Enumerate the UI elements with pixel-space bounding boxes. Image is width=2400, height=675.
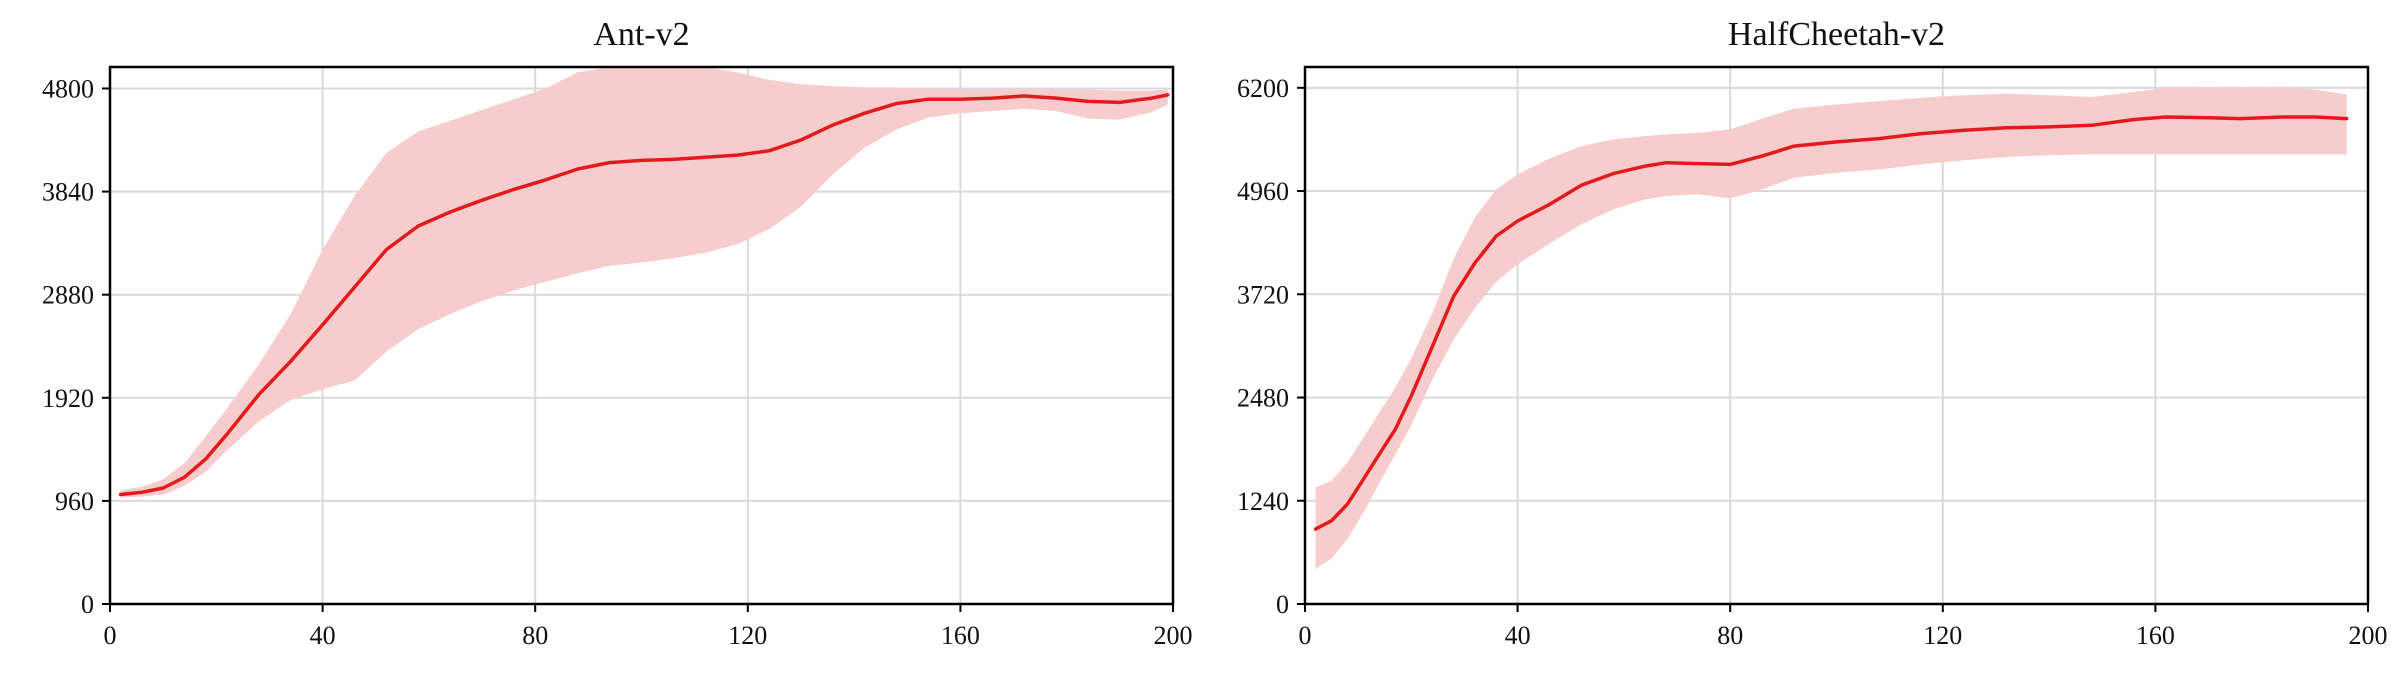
y-tick-label: 2880 xyxy=(42,281,94,310)
x-tick-label: 200 xyxy=(1154,621,1193,650)
x-tick-label: 0 xyxy=(104,621,117,650)
y-tick-label: 1240 xyxy=(1237,487,1289,516)
x-tick-label: 80 xyxy=(522,621,548,650)
y-tick-label: 4800 xyxy=(42,74,94,103)
x-tick-label: 160 xyxy=(941,621,980,650)
confidence-band xyxy=(120,67,1168,498)
x-tick-label: 120 xyxy=(728,621,767,650)
y-tick-label: 1920 xyxy=(42,384,94,413)
mean-line xyxy=(1313,115,2349,531)
x-tick-label: 120 xyxy=(1923,621,1962,650)
plot-area xyxy=(1313,87,2349,569)
mean-line xyxy=(118,93,1170,497)
y-tick-label: 2480 xyxy=(1237,384,1289,413)
x-tick-label: 40 xyxy=(1505,621,1531,650)
y-tick-label: 3840 xyxy=(42,178,94,207)
x-tick-label: 0 xyxy=(1299,621,1312,650)
y-tick-label: 960 xyxy=(55,487,94,516)
y-tick-label: 4960 xyxy=(1237,177,1289,206)
confidence-band xyxy=(1315,87,2347,569)
chart-panel-2: 0 40 80 120 160 200 0 1240 2480 3720 4960 6200 HalfC… xyxy=(1237,16,2388,650)
y-tick-label: 0 xyxy=(1276,590,1289,619)
x-tick-label: 40 xyxy=(310,621,336,650)
chart-title: Ant-v2 xyxy=(593,16,689,53)
chart-panel-1: 0 40 80 120 160 200 0 960 1920 2880 3840 4800 Ant-v2 xyxy=(42,16,1193,650)
y-tick-label: 0 xyxy=(81,590,94,619)
axes-frame xyxy=(108,65,1175,606)
x-tick-label: 80 xyxy=(1717,621,1743,650)
chart-title: HalfCheetah-v2 xyxy=(1728,16,1945,53)
x-tick-label: 200 xyxy=(2349,621,2388,650)
x-tick-label: 160 xyxy=(2136,621,2175,650)
axes-frame xyxy=(1303,65,2370,606)
y-tick-label: 6200 xyxy=(1237,74,1289,103)
plot-area xyxy=(118,67,1170,498)
y-tick-label: 3720 xyxy=(1237,280,1289,309)
